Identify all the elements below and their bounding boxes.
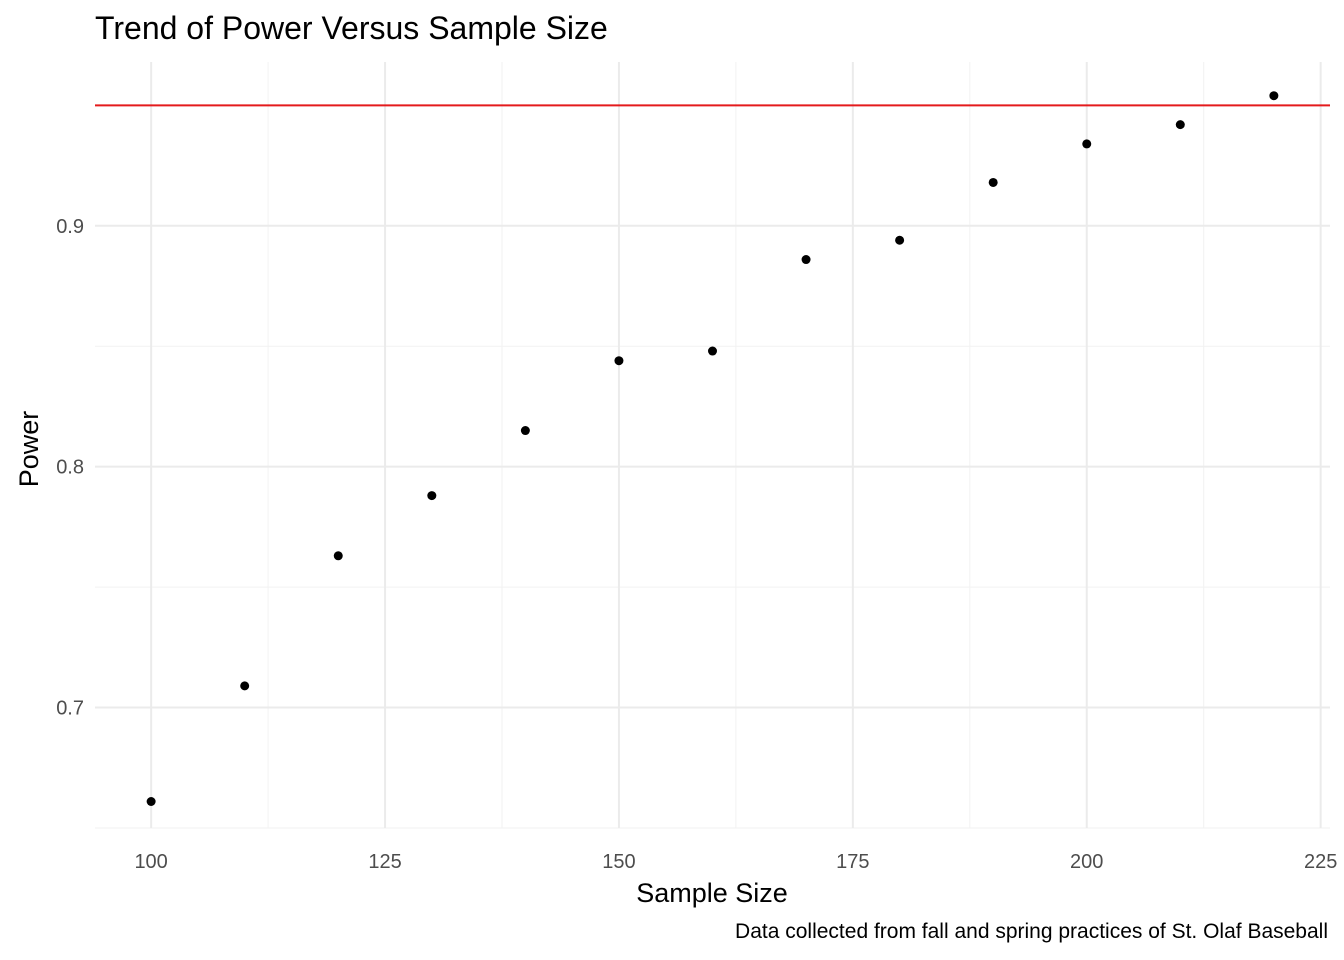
- y-tick-label: 0.8: [56, 457, 84, 479]
- grid-major: [95, 62, 1330, 828]
- x-tick-label: 100: [134, 851, 167, 873]
- data-point: [1175, 120, 1185, 130]
- data-point: [146, 797, 156, 807]
- data-point: [333, 551, 343, 561]
- x-tick-labels: 100 125 150 175 200 225: [134, 851, 1337, 873]
- data-point: [988, 177, 998, 187]
- x-axis-label: Sample Size: [636, 878, 788, 908]
- y-tick-labels: 0.7 0.8 0.9: [56, 216, 84, 720]
- chart-title: Trend of Power Versus Sample Size: [95, 10, 608, 46]
- x-tick-label: 150: [602, 851, 635, 873]
- y-tick-label: 0.9: [56, 216, 84, 238]
- data-point: [801, 255, 811, 265]
- data-point: [427, 491, 437, 501]
- data-points: [146, 91, 1279, 807]
- data-point: [520, 426, 530, 436]
- x-tick-label: 175: [836, 851, 869, 873]
- data-point: [708, 346, 717, 356]
- y-tick-label: 0.7: [56, 698, 84, 720]
- x-tick-label: 200: [1070, 851, 1103, 873]
- x-tick-label: 225: [1304, 851, 1337, 873]
- chart-caption: Data collected from fall and spring prac…: [735, 920, 1328, 943]
- grid-minor: [95, 62, 1330, 829]
- x-tick-label: 125: [368, 851, 401, 873]
- data-point: [1082, 139, 1092, 149]
- data-point: [240, 681, 250, 691]
- data-point: [1269, 91, 1279, 101]
- data-point: [895, 235, 905, 245]
- data-point: [614, 356, 624, 366]
- y-axis-label: Power: [14, 411, 44, 488]
